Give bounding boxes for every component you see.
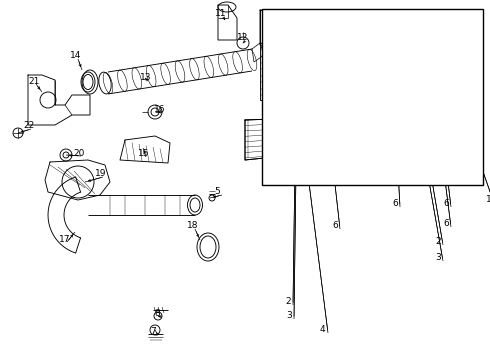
Text: 10: 10 <box>402 136 414 145</box>
Text: 11: 11 <box>215 9 226 18</box>
Bar <box>262 9 483 185</box>
Text: 9: 9 <box>398 72 404 81</box>
Text: 5: 5 <box>214 188 220 197</box>
Text: 1: 1 <box>486 195 490 204</box>
Text: 3: 3 <box>435 253 441 262</box>
Text: 19: 19 <box>95 170 106 179</box>
Text: 6: 6 <box>443 199 449 208</box>
Text: 12: 12 <box>237 33 248 42</box>
Text: 6: 6 <box>392 199 398 208</box>
Text: 20: 20 <box>73 148 84 158</box>
Text: 8: 8 <box>154 310 160 319</box>
Polygon shape <box>280 30 460 170</box>
Text: 2: 2 <box>285 297 291 306</box>
Text: 6: 6 <box>358 177 364 186</box>
Text: 21: 21 <box>28 77 39 85</box>
Text: 15: 15 <box>138 149 149 158</box>
Text: 16: 16 <box>154 104 166 113</box>
Text: 2: 2 <box>435 238 441 247</box>
Text: 17: 17 <box>59 234 71 243</box>
Text: 13: 13 <box>140 73 151 82</box>
Text: 14: 14 <box>70 51 81 60</box>
Text: 18: 18 <box>187 221 198 230</box>
Text: 4: 4 <box>320 325 326 334</box>
Text: 3: 3 <box>286 311 292 320</box>
Text: 22: 22 <box>23 122 34 130</box>
Text: 7: 7 <box>150 328 156 337</box>
Text: 6: 6 <box>332 221 338 230</box>
Text: 6: 6 <box>443 220 449 229</box>
